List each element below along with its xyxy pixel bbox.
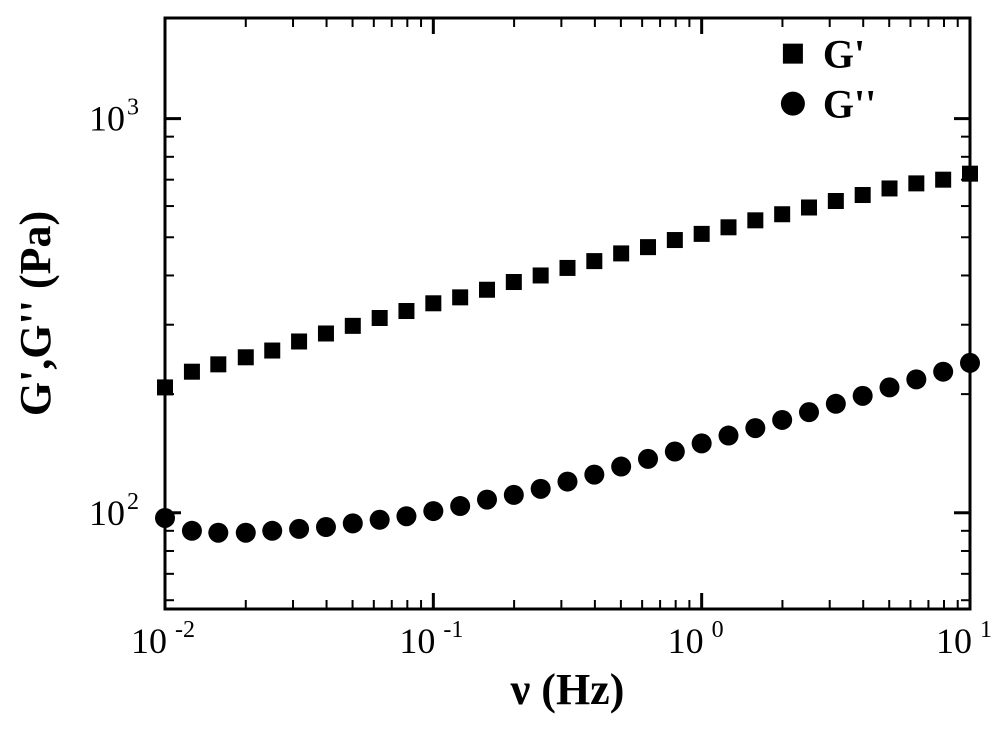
legend-label: G'' [823, 82, 876, 127]
series-point-G' [720, 219, 736, 235]
series-point-G'' [665, 442, 685, 462]
series-point-G'' [316, 517, 336, 537]
series-point-G' [291, 333, 307, 349]
series-point-G' [157, 379, 173, 395]
y-axis-label: G',G'' (Pa) [11, 211, 60, 416]
svg-text:-1: -1 [443, 617, 463, 643]
series-point-G' [747, 212, 763, 228]
series-point-G'' [262, 521, 282, 541]
series-point-G' [559, 260, 575, 276]
series-point-G' [613, 245, 629, 261]
series-point-G' [694, 226, 710, 242]
series-point-G'' [933, 362, 953, 382]
svg-text:1: 1 [980, 617, 992, 643]
series-point-G' [882, 180, 898, 196]
svg-text:10: 10 [131, 621, 167, 661]
series-point-G'' [531, 479, 551, 499]
series-point-G' [855, 187, 871, 203]
series-point-G'' [611, 457, 631, 477]
svg-text:10: 10 [399, 621, 435, 661]
series-point-G'' [960, 353, 980, 373]
series-point-G' [210, 356, 226, 372]
series-point-G' [318, 325, 334, 341]
series-point-G' [238, 349, 254, 365]
series-point-G'' [638, 449, 658, 469]
series-point-G'' [423, 501, 443, 521]
series-point-G'' [504, 485, 524, 505]
svg-text:10: 10 [89, 493, 125, 533]
series-point-G'' [718, 426, 738, 446]
series-point-G'' [584, 465, 604, 485]
rheology-chart: 10-210-1100101102103ν (Hz)G',G'' (Pa)G'G… [0, 0, 1000, 731]
series-point-G'' [826, 394, 846, 414]
series-point-G' [372, 310, 388, 326]
legend-marker-circle [781, 92, 805, 116]
series-point-G'' [396, 506, 416, 526]
series-point-G' [264, 343, 280, 359]
svg-text:-2: -2 [175, 617, 195, 643]
series-point-G' [184, 364, 200, 380]
series-point-G'' [450, 496, 470, 516]
series-point-G' [908, 175, 924, 191]
series-point-G'' [236, 523, 256, 543]
series-point-G'' [155, 508, 175, 528]
series-point-G' [479, 282, 495, 298]
series-point-G' [345, 318, 361, 334]
series-point-G'' [289, 519, 309, 539]
series-point-G'' [906, 369, 926, 389]
legend-marker-square [783, 44, 803, 64]
series-point-G'' [799, 402, 819, 422]
series-point-G'' [343, 513, 363, 533]
series-point-G' [828, 193, 844, 209]
series-point-G' [586, 253, 602, 269]
series-point-G'' [557, 472, 577, 492]
svg-text:0: 0 [712, 617, 724, 643]
series-point-G' [801, 199, 817, 215]
svg-text:10: 10 [668, 621, 704, 661]
series-point-G' [506, 274, 522, 290]
series-point-G'' [745, 418, 765, 438]
series-point-G'' [880, 377, 900, 397]
series-point-G' [533, 267, 549, 283]
series-point-G'' [370, 510, 390, 530]
series-point-G' [640, 239, 656, 255]
series-point-G'' [208, 523, 228, 543]
series-point-G'' [772, 410, 792, 430]
series-point-G' [774, 206, 790, 222]
series-point-G'' [182, 521, 202, 541]
x-axis-label: ν (Hz) [510, 665, 625, 714]
series-point-G' [452, 289, 468, 305]
svg-text:10: 10 [936, 621, 972, 661]
series-point-G'' [853, 386, 873, 406]
legend-label: G' [823, 32, 865, 77]
svg-text:2: 2 [127, 489, 139, 515]
series-point-G' [398, 303, 414, 319]
series-point-G' [935, 172, 951, 188]
svg-text:10: 10 [89, 99, 125, 139]
series-point-G' [425, 295, 441, 311]
series-point-G' [962, 166, 978, 182]
series-point-G'' [477, 490, 497, 510]
svg-text:3: 3 [127, 95, 139, 121]
series-point-G' [667, 232, 683, 248]
series-point-G'' [692, 433, 712, 453]
